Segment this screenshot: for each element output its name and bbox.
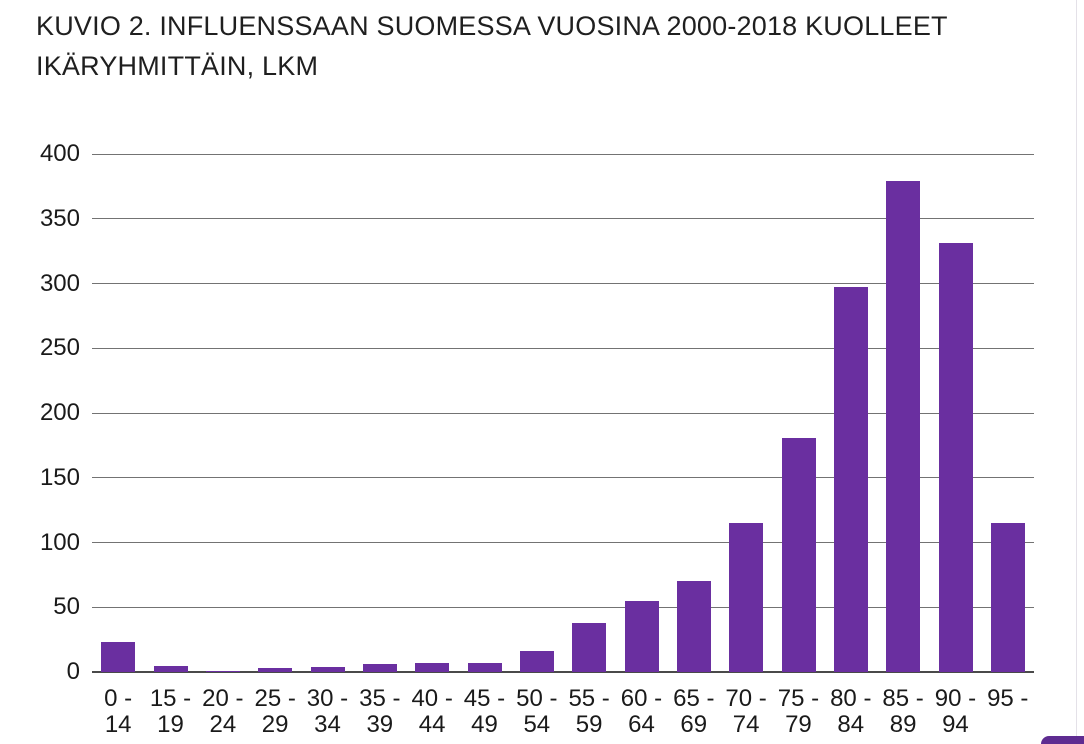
y-tick-label-200: 200 xyxy=(39,399,80,426)
y-tick-label-100: 100 xyxy=(39,528,80,556)
bar-15-19 xyxy=(153,665,188,672)
gridline-350 xyxy=(92,218,1034,220)
chart-title-line1: KUVIO 2. INFLUENSSAAN SUOMESSA VUOSINA 2… xyxy=(36,11,948,41)
x-tick-label-90-94: 90 -94 xyxy=(934,685,977,738)
bar-35-39 xyxy=(362,664,397,672)
bar-25-29 xyxy=(258,668,293,672)
bar-75-79 xyxy=(781,437,816,672)
bar-95- xyxy=(990,523,1025,672)
bar-90-94 xyxy=(938,243,973,672)
x-tick-label-45-49: 45 -49 xyxy=(463,685,506,738)
y-tick-label-0: 0 xyxy=(66,658,80,685)
floating-action-button[interactable] xyxy=(1041,736,1084,744)
x-tick-label-35-39: 35 -39 xyxy=(359,685,401,738)
x-tick-label-0-14: 0 -14 xyxy=(104,685,133,738)
bar-60-64 xyxy=(624,600,659,672)
x-tick-label-50-54: 50 -54 xyxy=(516,685,558,738)
bar-65-69 xyxy=(676,581,711,672)
bar-40-44 xyxy=(415,662,450,672)
gridline-50 xyxy=(92,606,1034,608)
x-tick-label-15-19: 15 -19 xyxy=(149,685,192,738)
gridline-100 xyxy=(92,542,1034,543)
gridline-250 xyxy=(92,347,1034,349)
x-tick-label-30-34: 30 -34 xyxy=(306,685,349,738)
x-tick-label-40-44: 40 -44 xyxy=(411,685,453,738)
bar-80-84 xyxy=(833,287,868,672)
page-edge-divider xyxy=(1076,0,1077,744)
bar-45-49 xyxy=(467,662,502,672)
y-tick-label-300: 300 xyxy=(39,269,80,297)
bar-0-14 xyxy=(101,642,136,672)
x-axis-tick-labels: 0 -14 15 -19 20 -24 25 -29 30 -34 35 -39 40 -4… xyxy=(92,686,1034,738)
x-tick-label-25-29: 25 -29 xyxy=(254,685,296,738)
y-tick-label-350: 350 xyxy=(39,204,80,232)
bar-70-74 xyxy=(729,523,764,672)
gridline-150 xyxy=(92,477,1034,479)
gridline-300 xyxy=(92,283,1034,284)
bar-chart-plot-area xyxy=(92,153,1034,673)
gridline-0 xyxy=(92,671,1034,673)
chart-title-line2: IKÄRYHMITTÄIN, LKM xyxy=(36,51,319,81)
x-tick-label-65-69: 65 -69 xyxy=(673,685,715,738)
bar-55-59 xyxy=(572,622,607,672)
x-tick-label-70-74: 70 -74 xyxy=(725,685,767,738)
y-tick-label-150: 150 xyxy=(39,463,80,491)
x-tick-label-85-89: 85 -89 xyxy=(882,685,924,738)
bar-30-34 xyxy=(310,666,345,672)
x-tick-label-75-79: 75 -79 xyxy=(777,685,820,738)
x-tick-label-20-24: 20 -24 xyxy=(202,685,244,738)
chart-title: KUVIO 2. INFLUENSSAAN SUOMESSA VUOSINA 2… xyxy=(36,6,1036,86)
x-tick-label-95-: 95 - xyxy=(987,685,1029,712)
bar-85-89 xyxy=(886,181,921,672)
bar-20-24 xyxy=(205,670,240,672)
gridline-200 xyxy=(92,412,1034,414)
bar-50-54 xyxy=(519,651,554,672)
x-tick-label-55-59: 55 -59 xyxy=(568,685,610,738)
y-tick-label-50: 50 xyxy=(53,593,80,621)
gridline-400 xyxy=(92,153,1034,155)
x-tick-label-80-84: 80 -84 xyxy=(830,685,872,738)
y-tick-label-250: 250 xyxy=(39,334,80,362)
y-tick-label-400: 400 xyxy=(39,140,80,167)
x-tick-label-60-64: 60 -64 xyxy=(620,685,663,738)
